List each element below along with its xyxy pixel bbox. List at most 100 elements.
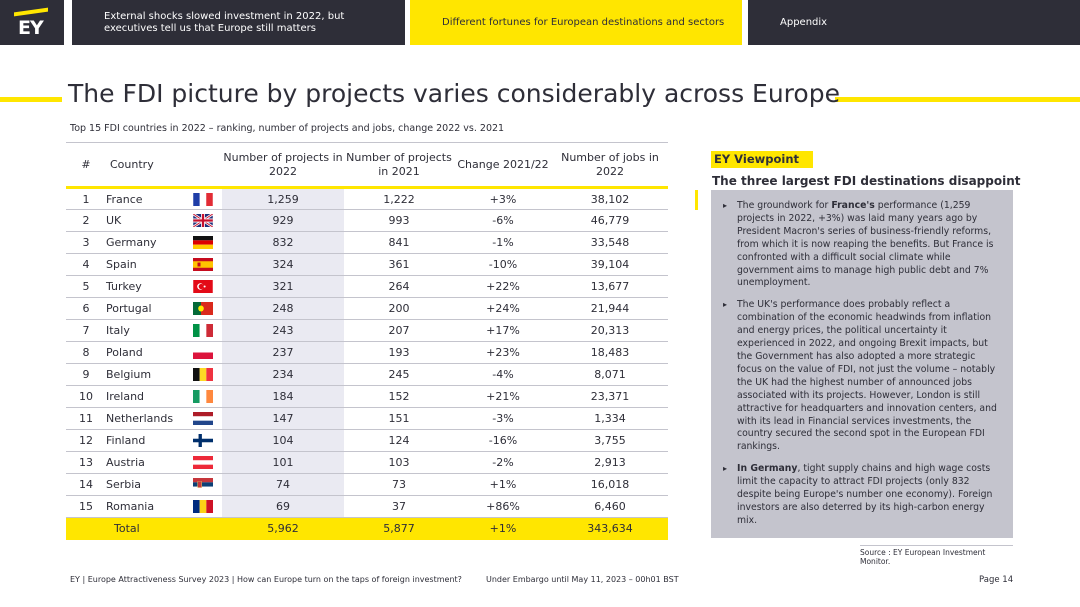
country-cell: Spain — [106, 253, 184, 276]
logo-text: EY — [18, 17, 44, 39]
country-cell: Netherlands — [106, 407, 184, 430]
change-cell: -1% — [454, 231, 552, 254]
footer-embargo: Under Embargo until May 11, 2023 – 00h01… — [486, 575, 679, 584]
table-row: 4 Spain 324 361 -10% 39,104 — [66, 253, 668, 276]
jobs-cell: 1,334 — [552, 407, 668, 430]
serbia-flag — [184, 473, 222, 496]
projects-2021-cell: 152 — [344, 385, 454, 408]
change-cell: -2% — [454, 451, 552, 474]
projects-2021-cell: 264 — [344, 275, 454, 298]
change-cell: +21% — [454, 385, 552, 408]
table-row: 12 Finland 104 124 -16% 3,755 — [66, 429, 668, 452]
nav-tab-label: External shocks slowed investment in 202… — [104, 10, 345, 34]
table-row: 5 Turkey 321 264 +22% 13,677 — [66, 275, 668, 298]
projects-2021-cell: 124 — [344, 429, 454, 452]
table-row: 9 Belgium 234 245 -4% 8,071 — [66, 363, 668, 386]
nav-tab-external-shocks[interactable]: External shocks slowed investment in 202… — [72, 0, 405, 45]
jobs-cell: 6,460 — [552, 495, 668, 518]
total-label: Total — [106, 517, 222, 540]
table-row: 11 Netherlands 147 151 -3% 1,334 — [66, 407, 668, 430]
nav-tab-different-fortunes[interactable]: Different fortunes for European destinat… — [410, 0, 742, 45]
change-cell: +22% — [454, 275, 552, 298]
projects-2022-cell: 184 — [222, 385, 344, 408]
projects-2021-cell: 841 — [344, 231, 454, 254]
rank-cell: 11 — [66, 407, 106, 430]
total-projects-2021: 5,877 — [344, 517, 454, 540]
jobs-cell: 20,313 — [552, 319, 668, 342]
germany-flag — [184, 231, 222, 254]
change-cell: +1% — [454, 473, 552, 496]
change-cell: -3% — [454, 407, 552, 430]
projects-2021-cell: 151 — [344, 407, 454, 430]
belgium-flag — [184, 363, 222, 386]
projects-2021-cell: 37 — [344, 495, 454, 518]
footer-publication: EY | Europe Attractiveness Survey 2023 |… — [70, 575, 462, 584]
page-number: Page 14 — [979, 575, 1014, 585]
projects-2022-cell: 243 — [222, 319, 344, 342]
header-change: Change 2021/22 — [457, 157, 549, 171]
viewpoint-heading: The three largest FDI destinations disap… — [712, 174, 1021, 188]
header-projects-2022: Number of projects in 2022 — [223, 150, 343, 178]
rank-cell: 14 — [66, 473, 106, 496]
projects-2022-cell: 321 — [222, 275, 344, 298]
change-cell: +3% — [454, 187, 552, 210]
viewpoint-accent — [695, 190, 698, 210]
projects-2021-cell: 361 — [344, 253, 454, 276]
rank-cell: 5 — [66, 275, 106, 298]
projects-2022-cell: 324 — [222, 253, 344, 276]
netherlands-flag — [184, 407, 222, 430]
projects-2022-cell: 147 — [222, 407, 344, 430]
finland-flag — [184, 429, 222, 452]
rank-cell: 13 — [66, 451, 106, 474]
rank-cell: 8 — [66, 341, 106, 364]
country-cell: Italy — [106, 319, 184, 342]
jobs-cell: 21,944 — [552, 297, 668, 320]
country-cell: Belgium — [106, 363, 184, 386]
title-accent-left — [0, 97, 62, 102]
change-cell: -10% — [454, 253, 552, 276]
rank-cell: 9 — [66, 363, 106, 386]
title-accent-right — [835, 97, 1080, 102]
projects-2022-cell: 248 — [222, 297, 344, 320]
table-row: 8 Poland 237 193 +23% 18,483 — [66, 341, 668, 364]
nav-tab-label: Appendix — [780, 17, 828, 28]
spain-flag — [184, 253, 222, 276]
header-jobs: Number of jobs in 2022 — [561, 150, 659, 178]
rank-cell: 10 — [66, 385, 106, 408]
rank-cell: 6 — [66, 297, 106, 320]
rank-cell: 7 — [66, 319, 106, 342]
jobs-cell: 46,779 — [552, 209, 668, 232]
country-cell: France — [106, 187, 184, 210]
jobs-cell: 13,677 — [552, 275, 668, 298]
turkey-flag — [184, 275, 222, 298]
table-total-row: Total 5,962 5,877 +1% 343,634 — [66, 517, 668, 540]
fdi-ranking-table: # Country Number of projects in 2022 Num… — [66, 142, 668, 540]
table-row: 13 Austria 101 103 -2% 2,913 — [66, 451, 668, 474]
table-row: 7 Italy 243 207 +17% 20,313 — [66, 319, 668, 342]
projects-2022-cell: 74 — [222, 473, 344, 496]
viewpoint-bullet-germany: In Germany, tight supply chains and high… — [723, 463, 1003, 528]
ey-logo[interactable]: EY — [0, 0, 64, 45]
header-rank: # — [81, 157, 91, 171]
viewpoint-label: EY Viewpoint — [711, 151, 813, 168]
jobs-cell: 18,483 — [552, 341, 668, 364]
total-projects-2022: 5,962 — [222, 517, 344, 540]
change-cell: -16% — [454, 429, 552, 452]
viewpoint-box: The groundwork for France's performance … — [711, 190, 1013, 538]
change-cell: +24% — [454, 297, 552, 320]
nav-tab-label: Different fortunes for European destinat… — [442, 17, 725, 28]
jobs-cell: 33,548 — [552, 231, 668, 254]
table-row: 10 Ireland 184 152 +21% 23,371 — [66, 385, 668, 408]
country-cell: Finland — [106, 429, 184, 452]
projects-2021-cell: 993 — [344, 209, 454, 232]
change-cell: +17% — [454, 319, 552, 342]
table-row: 14 Serbia 74 73 +1% 16,018 — [66, 473, 668, 496]
projects-2022-cell: 69 — [222, 495, 344, 518]
table-caption: Top 15 FDI countries in 2022 – ranking, … — [70, 123, 505, 134]
projects-2022-cell: 237 — [222, 341, 344, 364]
table-row: 3 Germany 832 841 -1% 33,548 — [66, 231, 668, 254]
projects-2021-cell: 200 — [344, 297, 454, 320]
jobs-cell: 23,371 — [552, 385, 668, 408]
nav-tab-appendix[interactable]: Appendix — [748, 0, 1080, 45]
projects-2021-cell: 193 — [344, 341, 454, 364]
